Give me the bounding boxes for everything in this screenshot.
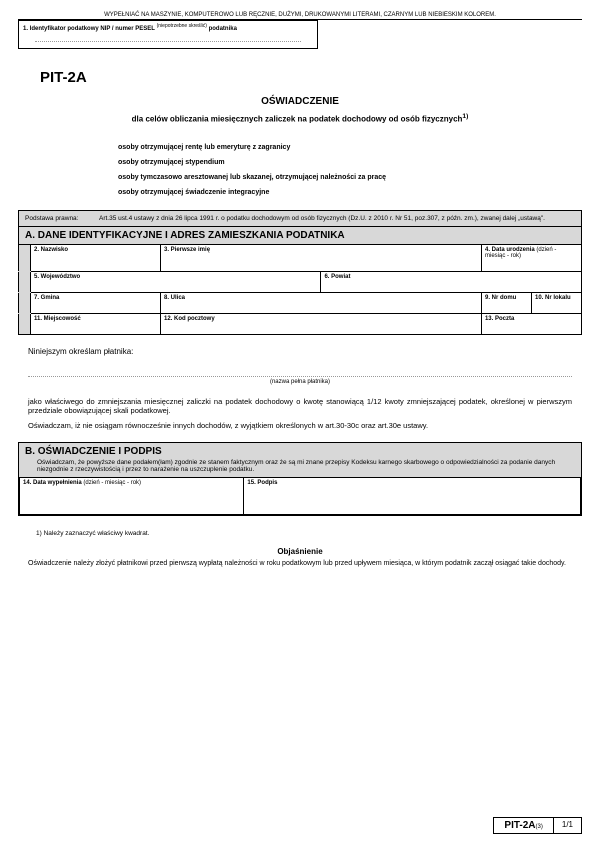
field-6-powiat[interactable]: 6. Powiat xyxy=(321,271,582,292)
grey-shim xyxy=(19,271,31,292)
persons-list: osoby otrzymującej rentę lub emeryturę z… xyxy=(118,144,582,196)
paragraph-2: Oświadczam, iż nie osiągam równocześnie … xyxy=(28,421,572,430)
top-instruction: WYPEŁNIAĆ NA MASZYNIE, KOMPUTEROWO LUB R… xyxy=(18,12,582,20)
person-item: osoby tymczasowo aresztowanej lub skazan… xyxy=(118,174,582,181)
field-11-miejscowosc[interactable]: 11. Miejscowość xyxy=(31,313,161,334)
field-7-gmina[interactable]: 7. Gmina xyxy=(31,292,161,313)
field-1-nip-pesel[interactable]: 1. Identyfikator podatkowy NIP / numer P… xyxy=(18,20,318,49)
field-13-poczta[interactable]: 13. Poczta xyxy=(481,313,581,334)
section-b-text: Oświadczam, że powyższe dane podałem(łam… xyxy=(19,457,581,477)
section-a-table: 2. Nazwisko 3. Pierwsze imię 4. Data uro… xyxy=(18,244,582,335)
field-5-wojewodztwo[interactable]: 5. Województwo xyxy=(31,271,321,292)
legal-basis-text: Art.35 ust.4 ustawy z dnia 26 lipca 1991… xyxy=(99,215,545,222)
field-4-data-urodzenia[interactable]: 4. Data urodzenia (dzień - miesiąc - rok… xyxy=(482,244,582,271)
paragraph-1: jako właściwego do zmniejszania miesięcz… xyxy=(28,397,572,415)
person-item: osoby otrzymującej rentę lub emeryturę z… xyxy=(118,144,582,151)
declare-platnik: Niniejszym określam płatnika: xyxy=(28,347,582,356)
section-b-header: B. OŚWIADCZENIE I PODPIS xyxy=(19,443,581,457)
field-2-nazwisko[interactable]: 2. Nazwisko xyxy=(31,244,161,271)
footer-page-number: 1/1 xyxy=(554,817,582,834)
platnik-input-line[interactable] xyxy=(28,376,572,377)
field-15-podpis[interactable]: 15. Podpis xyxy=(244,477,581,514)
field-10-nr-lokalu[interactable]: 10. Nr lokalu xyxy=(532,292,582,313)
field-8-ulica[interactable]: 8. Ulica xyxy=(161,292,482,313)
legal-basis: Podstawa prawna: Art.35 ust.4 ustawy z d… xyxy=(18,210,582,227)
explain-title: Objaśnienie xyxy=(18,547,582,556)
explain-text: Oświadczenie należy złożyć płatnikowi pr… xyxy=(28,560,572,567)
field-3-imie[interactable]: 3. Pierwsze imię xyxy=(161,244,482,271)
field-9-nr-domu[interactable]: 9. Nr domu xyxy=(482,292,532,313)
form-code: PIT-2A xyxy=(40,69,582,86)
platnik-caption: (nazwa pełna płatnika) xyxy=(18,379,582,385)
field-12-kod-pocztowy[interactable]: 12. Kod pocztowy xyxy=(161,313,482,334)
field-1-label: 1. Identyfikator podatkowy NIP / numer P… xyxy=(23,26,237,32)
grey-shim xyxy=(19,313,31,334)
grey-shim xyxy=(19,244,31,271)
person-item: osoby otrzymującej stypendium xyxy=(118,159,582,166)
field-14-data-wypelnienia[interactable]: 14. Data wypełnienia (dzień - miesiąc - … xyxy=(20,477,244,514)
person-item: osoby otrzymującej świadczenie integracy… xyxy=(118,189,582,196)
grey-shim xyxy=(19,292,31,313)
field-1-input-line[interactable] xyxy=(35,34,302,42)
footnote-1: 1) Należy zaznaczyć właściwy kwadrat. xyxy=(36,530,582,537)
title-main: OŚWIADCZENIE xyxy=(18,96,582,107)
title-sub: dla celów obliczania miesięcznych zalicz… xyxy=(18,113,582,124)
section-b: B. OŚWIADCZENIE I PODPIS Oświadczam, że … xyxy=(18,442,582,516)
section-a-header: A. DANE IDENTYFIKACYJNE I ADRES ZAMIESZK… xyxy=(18,227,582,244)
legal-basis-label: Podstawa prawna: xyxy=(25,215,99,222)
page-footer: PIT-2A(3) 1/1 xyxy=(493,817,582,834)
footer-form-code: PIT-2A(3) xyxy=(493,817,553,834)
